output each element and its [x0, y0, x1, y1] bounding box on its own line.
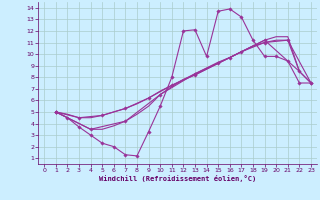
X-axis label: Windchill (Refroidissement éolien,°C): Windchill (Refroidissement éolien,°C) — [99, 175, 256, 182]
